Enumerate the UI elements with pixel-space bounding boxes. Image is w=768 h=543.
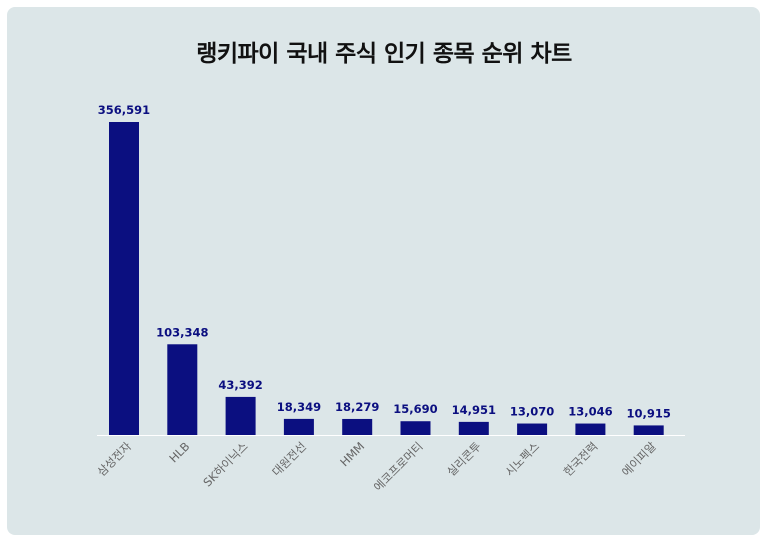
x-tick-label: 에코프로머티 — [371, 439, 426, 494]
bar — [575, 423, 606, 435]
x-tick-label: HMM — [337, 439, 367, 469]
x-tick-label: 시노펙스 — [502, 439, 542, 479]
data-label: 13,070 — [510, 405, 554, 419]
bar — [342, 418, 373, 435]
x-tick-label: 에이피알 — [619, 439, 659, 479]
x-tick-label: 삼성전자 — [94, 439, 134, 479]
x-tick-label: HLB — [166, 439, 192, 465]
x-tick-label: 대원전선 — [269, 439, 309, 479]
bar — [458, 421, 489, 435]
data-label: 14,951 — [452, 403, 496, 417]
data-label: 18,349 — [277, 400, 321, 414]
bar — [400, 421, 431, 435]
bar — [633, 425, 664, 435]
data-label: 103,348 — [156, 325, 208, 339]
data-label: 18,279 — [335, 400, 379, 414]
data-label: 356,591 — [98, 103, 150, 117]
bar — [517, 423, 548, 435]
x-tick-label: 한국전력 — [561, 439, 601, 479]
bar — [167, 344, 198, 435]
x-tick-label: SK하이닉스 — [200, 439, 250, 489]
bar — [225, 396, 256, 435]
x-tick-label: 실리콘투 — [444, 439, 484, 479]
data-label: 13,046 — [568, 405, 612, 419]
data-label: 43,392 — [218, 378, 262, 392]
chart-title: 랭키파이 국내 주식 인기 종목 순위 차트 — [196, 41, 572, 67]
data-label: 15,690 — [393, 402, 437, 416]
bar — [283, 418, 314, 435]
data-label: 10,915 — [627, 406, 671, 420]
bar — [109, 122, 139, 435]
